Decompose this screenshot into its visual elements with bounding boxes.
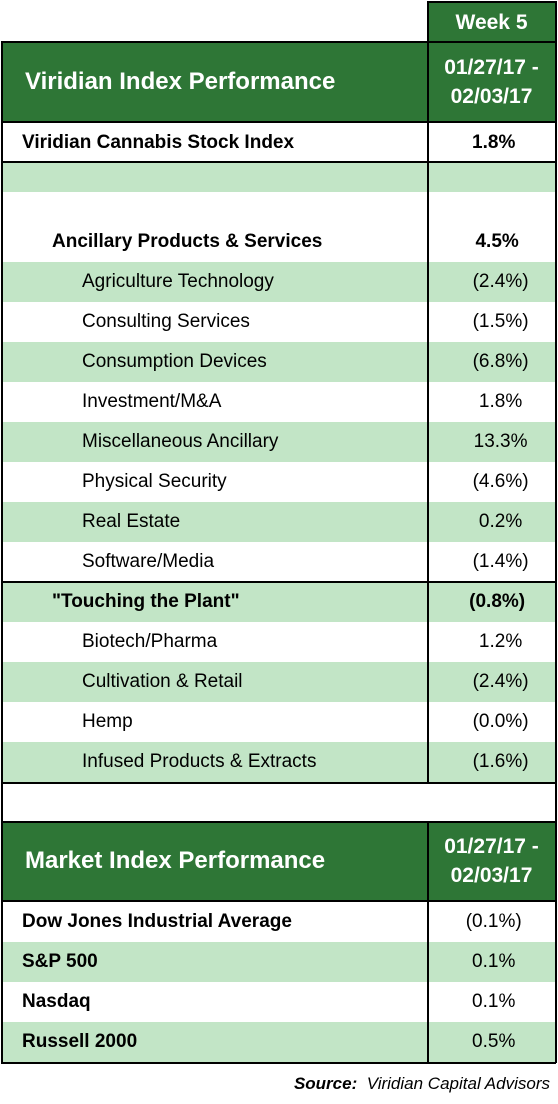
viridian-header-title: Viridian Index Performance [3,42,428,121]
row-label: S&P 500 [22,951,98,972]
table-row: Software/Media (1.4%) [3,542,555,582]
viridian-date-range: 01/27/17 - 02/03/17 [428,42,555,121]
divider [427,1,556,3]
table-row: Biotech/Pharma 1.2% [3,622,555,662]
row-label: Nasdaq [22,991,91,1012]
row-label [3,163,432,192]
divider [1,41,556,43]
row-value: (1.5%) [472,311,529,332]
row-label: Infused Products & Extracts [82,751,317,772]
row-label: Hemp [82,711,133,732]
row-value: 1.2% [478,631,523,652]
divider [555,782,557,822]
row-value: (4.6%) [472,471,529,492]
row-label: Ancillary Products & Services [52,231,323,252]
divider [427,821,429,1063]
week-label: Week 5 [428,3,555,42]
divider [555,1,557,783]
table-row [3,192,555,222]
divider [1,900,556,902]
divider [1,41,3,783]
row-value: 1.8% [478,391,523,412]
row-value: (0.8%) [469,591,526,612]
row-label: Physical Security [82,471,227,492]
row-label: Consulting Services [82,311,250,332]
row-value: 0.5% [472,1031,516,1052]
row-label: Russell 2000 [22,1031,138,1052]
row-value [432,192,555,222]
table-row: Ancillary Products & Services 4.5% [3,222,555,262]
page-title: Viridian Index Performance [25,67,336,95]
row-label: Viridian Cannabis Stock Index [22,132,295,153]
table-row: Cultivation & Retail (2.4%) [3,662,555,702]
market-title: Market Index Performance [25,847,326,874]
row-label: Agriculture Technology [82,271,274,292]
row-value: 0.1% [472,951,516,972]
table-row: Russell 2000 0.5% [3,1022,555,1062]
row-value: 1.8% [472,132,516,153]
divider [1,821,3,1063]
table-row: Consumption Devices (6.8%) [3,342,555,382]
row-value: 13.3% [473,431,528,452]
row-value: (6.8%) [472,351,529,372]
row-label: Software/Media [82,551,215,572]
table-row: Nasdaq 0.1% [3,982,555,1022]
row-value: (2.4%) [472,671,529,692]
divider [1,581,556,583]
source-text: Viridian Capital Advisors [366,1074,550,1093]
table-row [3,163,555,192]
row-label: Real Estate [82,511,181,532]
market-date-range: 01/27/17 - 02/03/17 [428,822,555,900]
date-range-line2: 02/03/17 [450,84,533,108]
date-range-line2: 02/03/17 [450,864,533,887]
date-range-line1: 01/27/17 - [444,55,539,79]
table-row: Dow Jones Industrial Average (0.1%) [3,902,555,942]
table-row: Agriculture Technology (2.4%) [3,262,555,302]
row-label: Biotech/Pharma [82,631,218,652]
divider [427,41,429,783]
source-note: Source: Viridian Capital Advisors [294,1074,550,1094]
row-label: Investment/M&A [82,391,222,412]
table-row: Consulting Services (1.5%) [3,302,555,342]
row-label: Dow Jones Industrial Average [22,911,292,932]
table-row: Viridian Cannabis Stock Index 1.8% [3,123,555,163]
divider [1,1062,556,1064]
divider [1,821,556,823]
divider [555,821,557,1063]
source-label: Source: [293,1074,358,1093]
row-value: (2.4%) [472,271,529,292]
divider [1,161,556,163]
row-label: "Touching the Plant" [52,591,240,612]
row-value: 4.5% [475,231,519,252]
row-value: (1.6%) [472,751,529,772]
table-row: Miscellaneous Ancillary 13.3% [3,422,555,462]
table-row: Investment/M&A 1.8% [3,382,555,422]
divider [1,782,556,784]
row-label: Cultivation & Retail [82,671,243,692]
row-label: Consumption Devices [82,351,267,372]
table-row: Real Estate 0.2% [3,502,555,542]
table-row: S&P 500 0.1% [3,942,555,982]
date-range-line1: 01/27/17 - [444,835,539,858]
row-value: 0.2% [478,511,523,532]
row-value: 0.1% [472,991,516,1012]
row-label [3,192,432,222]
row-value: (1.4%) [472,551,529,572]
table-row: Physical Security (4.6%) [3,462,555,502]
table-row: Infused Products & Extracts (1.6%) [3,742,555,782]
divider [427,1,429,42]
row-value: (0.1%) [465,911,522,932]
row-label: Miscellaneous Ancillary [82,431,279,452]
divider [1,782,3,822]
table-row: Hemp (0.0%) [3,702,555,742]
divider [1,121,556,123]
table-row: "Touching the Plant" (0.8%) [3,582,555,622]
row-value [432,163,555,192]
market-header-title: Market Index Performance [3,822,428,900]
row-value: (0.0%) [472,711,529,732]
